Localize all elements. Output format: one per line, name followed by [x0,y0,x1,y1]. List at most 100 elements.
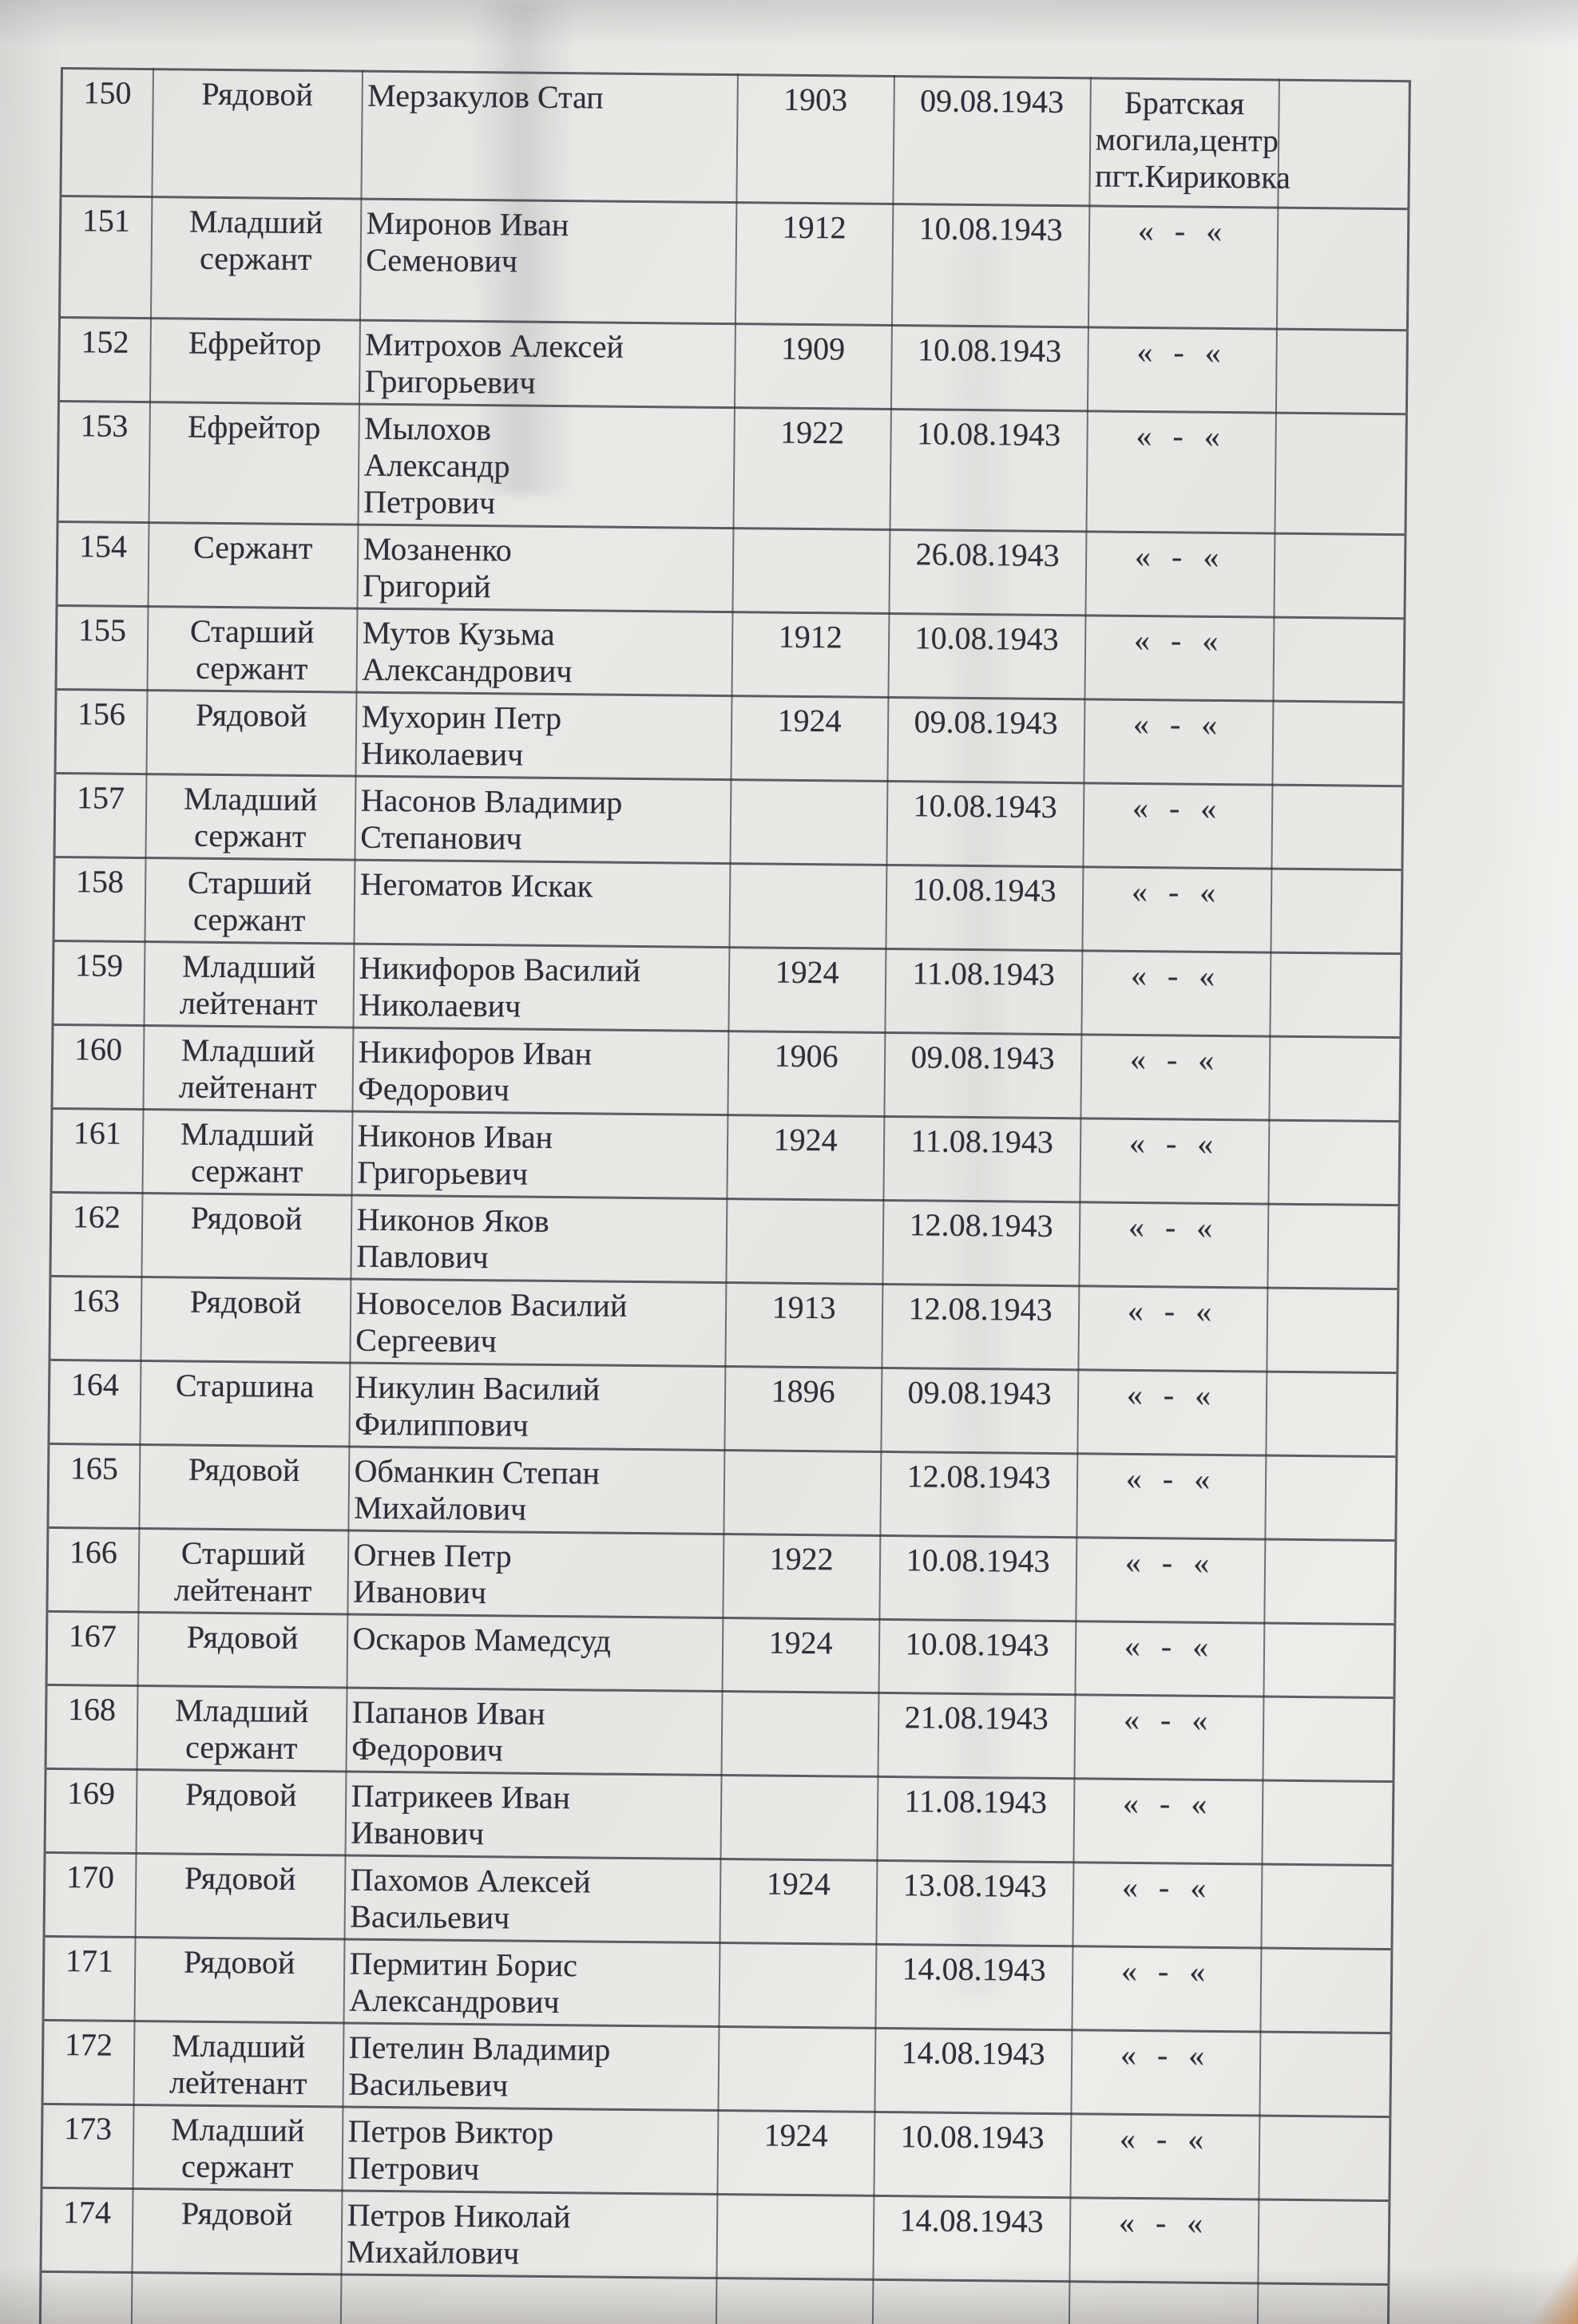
cell-burial-place: « - « [1080,950,1271,1037]
cell-number: 152 [58,317,151,402]
cell-name: Мерзакулов Стап [360,71,738,203]
cell-birth-year: 1924 [722,1617,879,1693]
cell-rank: Младший лейтенант [143,941,354,1028]
cell-death-date: 11.08.1943 [876,1776,1074,1863]
cell-burial-place: « - « [1078,1202,1268,1289]
cell-death-date: 09.08.1943 [880,1368,1078,1454]
cell-birth-year [720,1775,878,1861]
table-row: 166 Старший лейтенант Огнев Петр Иванович 1… [46,1527,1396,1625]
table-row: 158 Старший сержант Негоматов Искак 10.08.1… [53,857,1402,954]
cell-rank: Рядовой [146,690,357,777]
cell-death-date: 14.08.1943 [872,2195,1070,2282]
table-row: 172 Младший лейтенант Петелин Владимир Вас… [42,2020,1391,2117]
cell-rank: Младший сержант [141,1109,352,1196]
cell-death-date: 10.08.1943 [887,613,1085,699]
table-row: 170 Рядовой Пахомов Алексей Васильевич 1924… [44,1852,1393,1950]
cell-number: 163 [49,1276,141,1361]
cell-rank: Рядовой [141,1193,351,1280]
cell-rank: Младший лейтенант [133,2021,343,2108]
cell-birth-year: 1922 [732,407,891,530]
cell-birth-year: 1922 [722,1534,880,1620]
cell-rank: Рядовой [131,2188,342,2275]
cell-number: 166 [46,1527,139,1613]
cell-notes [1270,869,1402,954]
cell-birth-year: 1924 [730,695,888,782]
casualty-table-wrap: 150 Рядовой Мерзакулов Стап 1903 09.08.1943 Б… [38,67,1411,2324]
cell-number: 151 [59,196,152,319]
cell-birth-year [721,1691,878,1777]
cell-birth-year: 1903 [735,74,894,204]
cell-number [40,2271,132,2324]
cell-number: 171 [43,1936,136,2021]
cell-name: Новоселов Василий Сергеевич [349,1279,726,1367]
cell-death-date: 10.08.1943 [885,865,1083,951]
cell-death-date: 12.08.1943 [882,1200,1080,1286]
cell-death-date: 10.08.1943 [890,325,1088,411]
cell-number: 150 [60,68,153,197]
table-row: 168 Младший сержант Папанов Иван Федорович… [46,1685,1394,1782]
cell-death-date: 11.08.1943 [882,1116,1080,1202]
table-row: 167 Рядовой Оскаров Мамедсуд 1924 10.08.1943… [46,1611,1395,1698]
cell-name: Петров Николай Михайлович [340,2191,717,2278]
paper-crease-shadow-2 [942,240,1014,1996]
table-row: 150 Рядовой Мерзакулов Стап 1903 09.08.1943 Б… [60,68,1410,209]
cell-burial-place: « - « [1070,2029,1260,2116]
cell-burial-place: « - « [1083,699,1273,786]
table-row: 160 Младший лейтенант Никифоров Иван Федор… [51,1024,1401,1122]
cell-name: Насонов Владимир Степанович [354,776,731,864]
cell-name: Папанов Иван Федорович [346,1688,723,1776]
cell-notes [1263,1539,1396,1625]
cell-name: Огнев Петр Иванович [347,1530,724,1618]
cell-rank: Старший сержант [144,857,355,944]
cell-death-date: 10.08.1943 [891,204,1089,327]
cell-rank: Рядовой [138,1444,349,1531]
cell-birth-year [717,2026,875,2112]
cell-birth-year [718,1942,876,2029]
cell-notes [1271,701,1404,786]
cell-notes [1275,329,1408,414]
cell-birth-year: 1906 [727,1031,885,1117]
cell-number: 174 [40,2187,133,2273]
casualty-table: 150 Рядовой Мерзакулов Стап 1903 09.08.1943 Б… [38,67,1411,2324]
cell-number: 169 [45,1768,137,1854]
cell-name: Пермитин Борис Александрович [343,1939,720,2027]
cell-burial-place: « - « [1080,1034,1270,1121]
cell-death-date: 10.08.1943 [886,781,1084,867]
cell-burial-place: « - « [1087,327,1277,414]
cell-rank: Младший сержант [150,196,361,321]
cell-number: 167 [46,1611,138,1686]
cell-burial-place: « - « [1069,2113,1259,2200]
cell-burial-place: « - « [1079,1118,1269,1205]
cell-name: Мутов Кузьма Александрович [356,608,732,696]
cell-burial-place: « - « [1072,1862,1262,1949]
cell-birth-year [732,528,890,614]
cell-rank: Рядовой [134,1937,345,2024]
cell-rank: Рядовой [137,1612,347,1689]
table-row: 157 Младший сержант Насонов Владимир Степа… [54,773,1403,870]
cell-name: Патрикеев Иван Иванович [345,1772,722,1859]
cell-number: 172 [42,2020,135,2105]
cell-name: Никифоров Василий Николаевич [352,944,729,1031]
cell-death-date [872,2279,1069,2324]
cell-notes [1258,2116,1390,2201]
cell-notes [1266,1288,1398,1373]
table-row: 161 Младший сержант Никонов Иван Григорьев… [50,1108,1400,1206]
cell-notes [1264,1455,1397,1541]
table-row: 163 Рядовой Новоселов Василий Сергеевич 191… [49,1276,1398,1373]
cell-notes [1276,208,1409,331]
cell-death-date: 14.08.1943 [874,1944,1072,2030]
cell-rank: Старший лейтенант [137,1528,348,1615]
cell-notes [1271,785,1403,870]
cell-burial-place: « - « [1073,1694,1263,1781]
cell-rank: Младший сержант [145,774,355,861]
cell-birth-year: 1912 [731,612,889,698]
cell-name: Петелин Владимир Васильевич [342,2023,719,2111]
cell-birth-year [723,1450,881,1536]
cell-notes [1269,952,1402,1038]
cell-name: Миронов Иван Семенович [359,199,736,324]
cell-number: 161 [50,1108,143,1194]
cell-notes [1268,1036,1401,1122]
cell-notes [1272,617,1405,703]
cell-burial-place: Братская могила,центр пгт.Кириковка [1088,77,1291,208]
cell-birth-year: 1913 [724,1282,882,1368]
